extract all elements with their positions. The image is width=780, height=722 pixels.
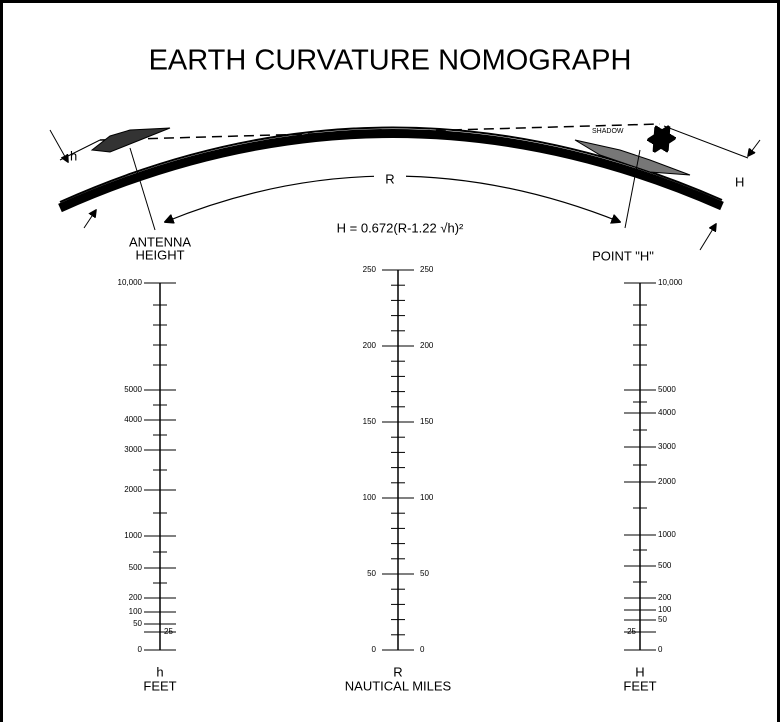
scale-footer: h xyxy=(156,664,163,679)
R-label: R xyxy=(385,171,394,186)
tick-label: 100 xyxy=(420,493,434,502)
tick-label: 1000 xyxy=(124,531,142,540)
tick-label: 3000 xyxy=(658,442,676,451)
tick-label: 200 xyxy=(129,593,143,602)
tick-label: 4000 xyxy=(124,415,142,424)
arrow xyxy=(748,140,760,156)
tick-label: 0 xyxy=(372,645,377,654)
H-arrow xyxy=(655,128,668,150)
tick-label: 10,000 xyxy=(118,278,143,287)
tick-label: 100 xyxy=(129,607,143,616)
tick-label: 500 xyxy=(129,563,143,572)
tick-label: 500 xyxy=(658,561,672,570)
tick-label: 0 xyxy=(138,645,143,654)
tick-label: 3000 xyxy=(124,445,142,454)
tick-label: 100 xyxy=(658,605,672,614)
scale-header: HEIGHT xyxy=(135,247,184,262)
tick-label: 50 xyxy=(658,615,667,624)
shadow-label: SHADOW xyxy=(592,128,624,135)
scale-footer: FEET xyxy=(623,678,656,693)
tick-label: 200 xyxy=(658,593,672,602)
title: EARTH CURVATURE NOMOGRAPH xyxy=(149,45,632,77)
arrow xyxy=(84,210,96,228)
tick-label: 5000 xyxy=(124,385,142,394)
scale-footer: H xyxy=(635,664,644,679)
scale-footer: R xyxy=(393,664,402,679)
tick-label: 50 xyxy=(420,569,429,578)
tick-label: 25 xyxy=(164,627,173,636)
tick-label: 1000 xyxy=(658,530,676,539)
tick-label: 50 xyxy=(367,569,376,578)
tick-label: 0 xyxy=(658,645,663,654)
tick-label: 250 xyxy=(363,265,377,274)
h-label: h xyxy=(70,148,77,163)
tick-label: 2000 xyxy=(124,485,142,494)
tick-label: 4000 xyxy=(658,408,676,417)
tick-label: 50 xyxy=(133,619,142,628)
R-tick xyxy=(130,148,155,230)
tick-label: 2000 xyxy=(658,477,676,486)
scale-footer: FEET xyxy=(143,678,176,693)
scale-header: POINT "H" xyxy=(592,248,654,263)
nomograph: EARTH CURVATURE NOMOGRAPH SHADOW h H R H… xyxy=(0,0,780,722)
arrow xyxy=(700,224,716,250)
tick-label: 150 xyxy=(363,417,377,426)
tick-label: 150 xyxy=(420,417,434,426)
tick-label: 100 xyxy=(363,493,377,502)
scale-footer: NAUTICAL MILES xyxy=(345,678,452,693)
H-label: H xyxy=(735,174,744,189)
tick-label: 25 xyxy=(627,627,636,636)
tick-label: 200 xyxy=(363,341,377,350)
tick-label: 250 xyxy=(420,265,434,274)
tick-label: 200 xyxy=(420,341,434,350)
tick-label: 5000 xyxy=(658,385,676,394)
H-line xyxy=(664,126,748,158)
formula: H = 0.672(R-1.22 √h)² xyxy=(337,220,464,235)
tick-label: 0 xyxy=(420,645,425,654)
tick-label: 10,000 xyxy=(658,278,683,287)
